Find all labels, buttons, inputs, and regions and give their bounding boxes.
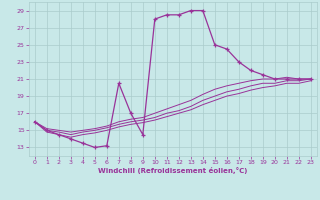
- X-axis label: Windchill (Refroidissement éolien,°C): Windchill (Refroidissement éolien,°C): [98, 167, 247, 174]
